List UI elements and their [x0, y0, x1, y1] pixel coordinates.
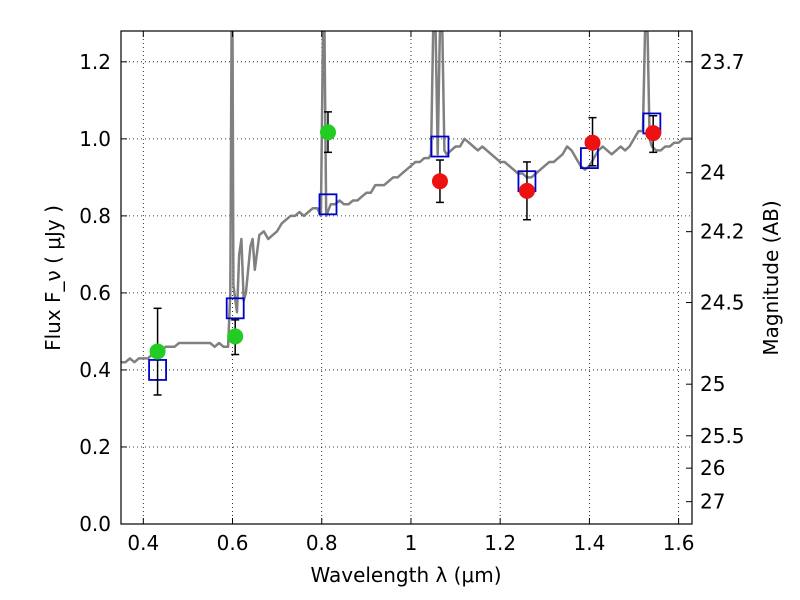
- y-right-tick-label: 25: [700, 372, 725, 396]
- y-right-tick-label: 24: [700, 161, 725, 185]
- model-square-marker: [225, 297, 245, 320]
- spectrum-line: [121, 31, 692, 364]
- y-axis-right-label: Magnitude (AB): [759, 200, 783, 355]
- y-tick-label: 1.0: [79, 127, 111, 151]
- y-axis-label: Flux F_ν ( μJy ): [41, 205, 65, 351]
- photometry-point: [584, 134, 601, 151]
- y-right-tick-label: 27: [700, 490, 725, 514]
- x-tick-label: 0.6: [217, 531, 249, 555]
- y-right-tick-label: 26: [700, 456, 725, 480]
- y-tick-label: 0.2: [79, 435, 111, 459]
- x-tick-label: 0.8: [306, 531, 338, 555]
- model-square-marker: [318, 193, 338, 216]
- y-right-tick-label: 24.2: [700, 220, 745, 244]
- model-square-marker: [430, 135, 450, 158]
- plot-area: [121, 31, 692, 396]
- x-tick-label: 1.4: [573, 531, 605, 555]
- photometry-point: [518, 182, 535, 199]
- plot-frame: [120, 30, 693, 525]
- photometry-point: [227, 328, 244, 345]
- y-tick-label: 0.0: [79, 512, 111, 536]
- y-right-tick-label: 23.7: [700, 50, 745, 74]
- y-right-tick-label: 25.5: [700, 424, 745, 448]
- axis-ticks: 0.4 0.6 0.8 1 1.2 1.4 1.6 0.0 0.2 0.4 0.6 0.8 1.0 1.2…: [79, 31, 745, 555]
- y-tick-label: 1.2: [79, 50, 111, 74]
- photometry-point: [645, 125, 662, 142]
- x-tick-label: 1.6: [663, 531, 695, 555]
- y-tick-label: 0.6: [79, 281, 111, 305]
- photometry-point: [431, 173, 448, 190]
- y-tick-label: 0.8: [79, 204, 111, 228]
- photometry-point: [319, 124, 336, 141]
- photometry-point: [149, 343, 166, 360]
- grid-lines: [121, 31, 692, 525]
- x-tick-label: 0.4: [127, 531, 159, 555]
- x-tick-label: 1: [405, 531, 418, 555]
- y-right-tick-label: 24.5: [700, 291, 745, 315]
- x-tick-label: 1.2: [484, 531, 516, 555]
- x-axis-label: Wavelength λ (μm): [310, 563, 501, 587]
- y-tick-label: 0.4: [79, 358, 111, 382]
